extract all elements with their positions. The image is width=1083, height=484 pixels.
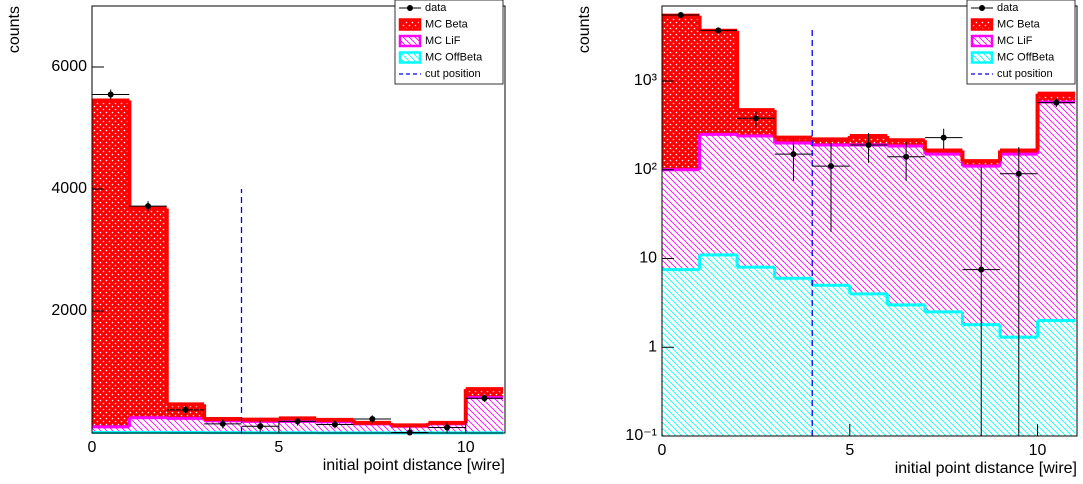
legend-symbol <box>979 5 985 11</box>
y-tick-label: 6000 <box>51 58 87 75</box>
legend-label: MC OffBeta <box>425 51 483 63</box>
y-tick-label: 10⁻¹ <box>625 427 657 444</box>
x-tick-label: 5 <box>845 442 854 459</box>
legend-symbol <box>398 34 422 48</box>
hist-bar <box>737 136 775 268</box>
legend-label: MC Beta <box>997 18 1041 30</box>
data-point <box>145 203 152 210</box>
x-tick-label: 10 <box>1029 442 1047 459</box>
y-axis-title: counts <box>576 6 593 53</box>
hist-bar <box>924 311 963 436</box>
x-axis-title: initial point distance [wire] <box>895 460 1077 477</box>
hist-bar <box>662 169 700 270</box>
data-point <box>331 421 338 428</box>
data-point <box>219 420 226 427</box>
hist-bar <box>92 426 130 433</box>
hist-bar <box>699 134 738 255</box>
data-point <box>1053 99 1060 106</box>
data-point <box>752 115 759 122</box>
legend-label: cut position <box>997 68 1053 80</box>
data-point <box>182 406 189 413</box>
hist-bar <box>699 30 738 135</box>
data-point <box>677 11 684 18</box>
data-point <box>294 418 301 425</box>
legend-symbol <box>970 51 994 64</box>
hist-bar <box>465 389 504 398</box>
hist-bar <box>662 15 700 170</box>
y-tick-label: 10² <box>634 161 658 178</box>
y-axis-title: counts <box>6 6 23 53</box>
x-axis-title: initial point distance [wire] <box>323 457 505 474</box>
hist-bar <box>887 304 925 436</box>
data-point <box>1015 170 1022 177</box>
legend-label: MC LiF <box>425 35 461 47</box>
x-tick-label: 0 <box>88 439 97 456</box>
legend-symbol <box>970 34 994 48</box>
data-point <box>978 266 985 273</box>
x-tick-label: 0 <box>658 442 667 459</box>
data-point <box>903 153 910 160</box>
data-point <box>107 91 114 98</box>
legend-symbol <box>407 5 413 11</box>
hist-bar <box>465 397 504 433</box>
legend-label: data <box>997 2 1019 14</box>
hist-bar <box>278 421 317 433</box>
data-point <box>940 134 947 141</box>
data-point <box>444 424 451 431</box>
legend-label: MC OffBeta <box>997 51 1055 63</box>
legend-label: MC LiF <box>997 35 1033 47</box>
data-point <box>369 415 376 422</box>
hist-bar <box>129 417 167 433</box>
data-point <box>481 395 488 402</box>
hist-bar <box>737 267 775 436</box>
hist-bar <box>353 423 392 433</box>
y-tick-label: 10 <box>639 250 657 267</box>
hist-bar <box>1037 101 1076 321</box>
hist-bar <box>812 285 850 436</box>
legend-label: MC Beta <box>425 18 469 30</box>
hist-bar <box>1037 320 1076 436</box>
data-point <box>715 27 722 34</box>
y-tick-label: 4000 <box>51 180 87 197</box>
hist-bar <box>166 418 205 433</box>
hist-bar <box>774 278 813 436</box>
hist-bar <box>812 139 850 146</box>
legend-symbol <box>398 18 422 31</box>
data-point <box>865 142 872 149</box>
hist-bar <box>129 208 167 418</box>
data-point <box>828 163 835 170</box>
x-tick-label: 10 <box>457 439 475 456</box>
y-tick-label: 2000 <box>51 302 87 319</box>
hist-bar <box>924 154 963 312</box>
legend-symbol <box>398 51 422 64</box>
hist-bar <box>92 100 130 427</box>
data-point <box>790 151 797 158</box>
y-tick-label: 1 <box>648 338 657 355</box>
hist-bar <box>849 293 888 436</box>
hist-bar <box>962 161 1001 167</box>
legend-label: cut position <box>425 68 481 80</box>
x-tick-label: 5 <box>274 439 283 456</box>
hist-bar <box>1037 93 1076 102</box>
legend-label: data <box>425 2 447 14</box>
hist-bar <box>699 254 738 436</box>
plot-frame <box>661 5 1078 437</box>
y-tick-label: 10³ <box>634 72 658 89</box>
plot-frame <box>91 5 506 434</box>
hist-bar <box>662 269 700 436</box>
hist-bar <box>849 145 888 294</box>
data-point <box>257 423 264 430</box>
legend-symbol <box>970 18 994 31</box>
